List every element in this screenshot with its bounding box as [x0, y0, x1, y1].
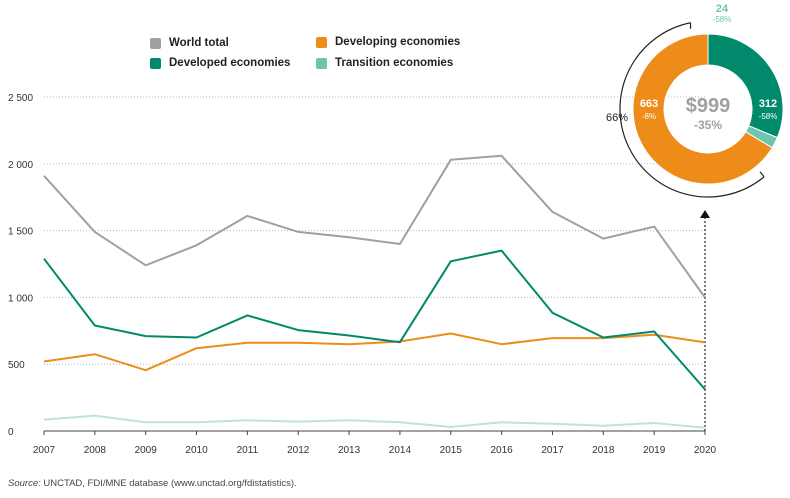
donut-center-change: -35%	[694, 118, 722, 132]
donut-label-value: 24	[716, 3, 729, 15]
donut-segment-developed-economies	[707, 33, 784, 139]
x-tick-label: 2015	[440, 445, 463, 456]
legend-swatch	[150, 37, 161, 49]
legend-item-world-total: World total	[150, 37, 229, 49]
x-tick-label: 2011	[237, 445, 259, 456]
series-line-developed-economies	[43, 249, 706, 390]
donut-label-change: -58%	[713, 15, 732, 24]
source-text: UNCTAD, FDI/MNE database (www.unctad.org…	[43, 478, 297, 489]
x-axis: 2007 2008 2009 2010 2011 2012 2013 2014 2015 2016…	[33, 210, 717, 456]
x-tick-label: 2012	[287, 445, 310, 456]
x-tick-label: 2020	[694, 445, 717, 456]
x-tick-label: 2009	[135, 445, 158, 456]
donut-segment-developing-economies	[632, 33, 773, 185]
y-axis-ticks: 0 500 1 000 1 500 2 000 2 500	[8, 93, 33, 438]
donut-label-change: -58%	[759, 112, 778, 121]
legend-label: Transition economies	[335, 57, 454, 69]
x-tick-label: 2019	[643, 445, 666, 456]
x-tick-label: 2013	[338, 445, 361, 456]
series-lines	[43, 154, 706, 429]
x-tick-label: 2007	[33, 445, 56, 456]
legend-label: Developed economies	[169, 57, 291, 69]
share-bracket-tick	[759, 171, 765, 178]
legend-swatch	[150, 57, 161, 69]
y-tick-label: 2 500	[8, 93, 33, 104]
y-tick-label: 500	[8, 360, 25, 371]
donut-segment-transition-economies	[744, 125, 778, 149]
donut-chart: $999-35%663-8%312-58%24-58%66%	[606, 3, 784, 198]
legend-item-developed: Developed economies	[150, 57, 290, 69]
donut-label-change: -8%	[642, 112, 656, 121]
legend-item-transition: Transition economies	[316, 57, 453, 69]
source-note: Source: UNCTAD, FDI/MNE database (www.un…	[8, 478, 297, 489]
series-line-transition-economies	[43, 414, 706, 429]
y-tick-label: 2 000	[8, 160, 33, 171]
x-tick-label: 2016	[490, 445, 513, 456]
share-bracket-arc	[619, 22, 765, 198]
y-tick-label: 0	[8, 427, 14, 438]
donut-share-label: 66%	[606, 112, 628, 124]
x-tick-label: 2010	[185, 445, 208, 456]
x-tick-label: 2014	[389, 445, 412, 456]
x-tick-label: 2018	[592, 445, 615, 456]
series-line-developing-economies	[43, 332, 706, 372]
grid-lines	[44, 96, 705, 365]
y-tick-label: 1 500	[8, 227, 33, 238]
y-tick-label: 1 000	[8, 293, 33, 304]
legend-swatch	[316, 36, 327, 48]
donut-label-value: 663	[640, 98, 658, 110]
source-prefix: Source:	[8, 478, 41, 489]
legend-item-developing: Developing economies	[316, 36, 460, 48]
series-line-world-total	[43, 154, 706, 299]
x-tick-label: 2017	[541, 445, 564, 456]
legend-swatch	[316, 57, 327, 69]
legend-label: World total	[169, 37, 229, 49]
connector-arrow	[700, 210, 710, 218]
donut-label-value: 312	[759, 98, 777, 110]
x-tick-label: 2008	[84, 445, 107, 456]
donut-center-value: $999	[686, 95, 731, 117]
legend-label: Developing economies	[335, 36, 461, 48]
